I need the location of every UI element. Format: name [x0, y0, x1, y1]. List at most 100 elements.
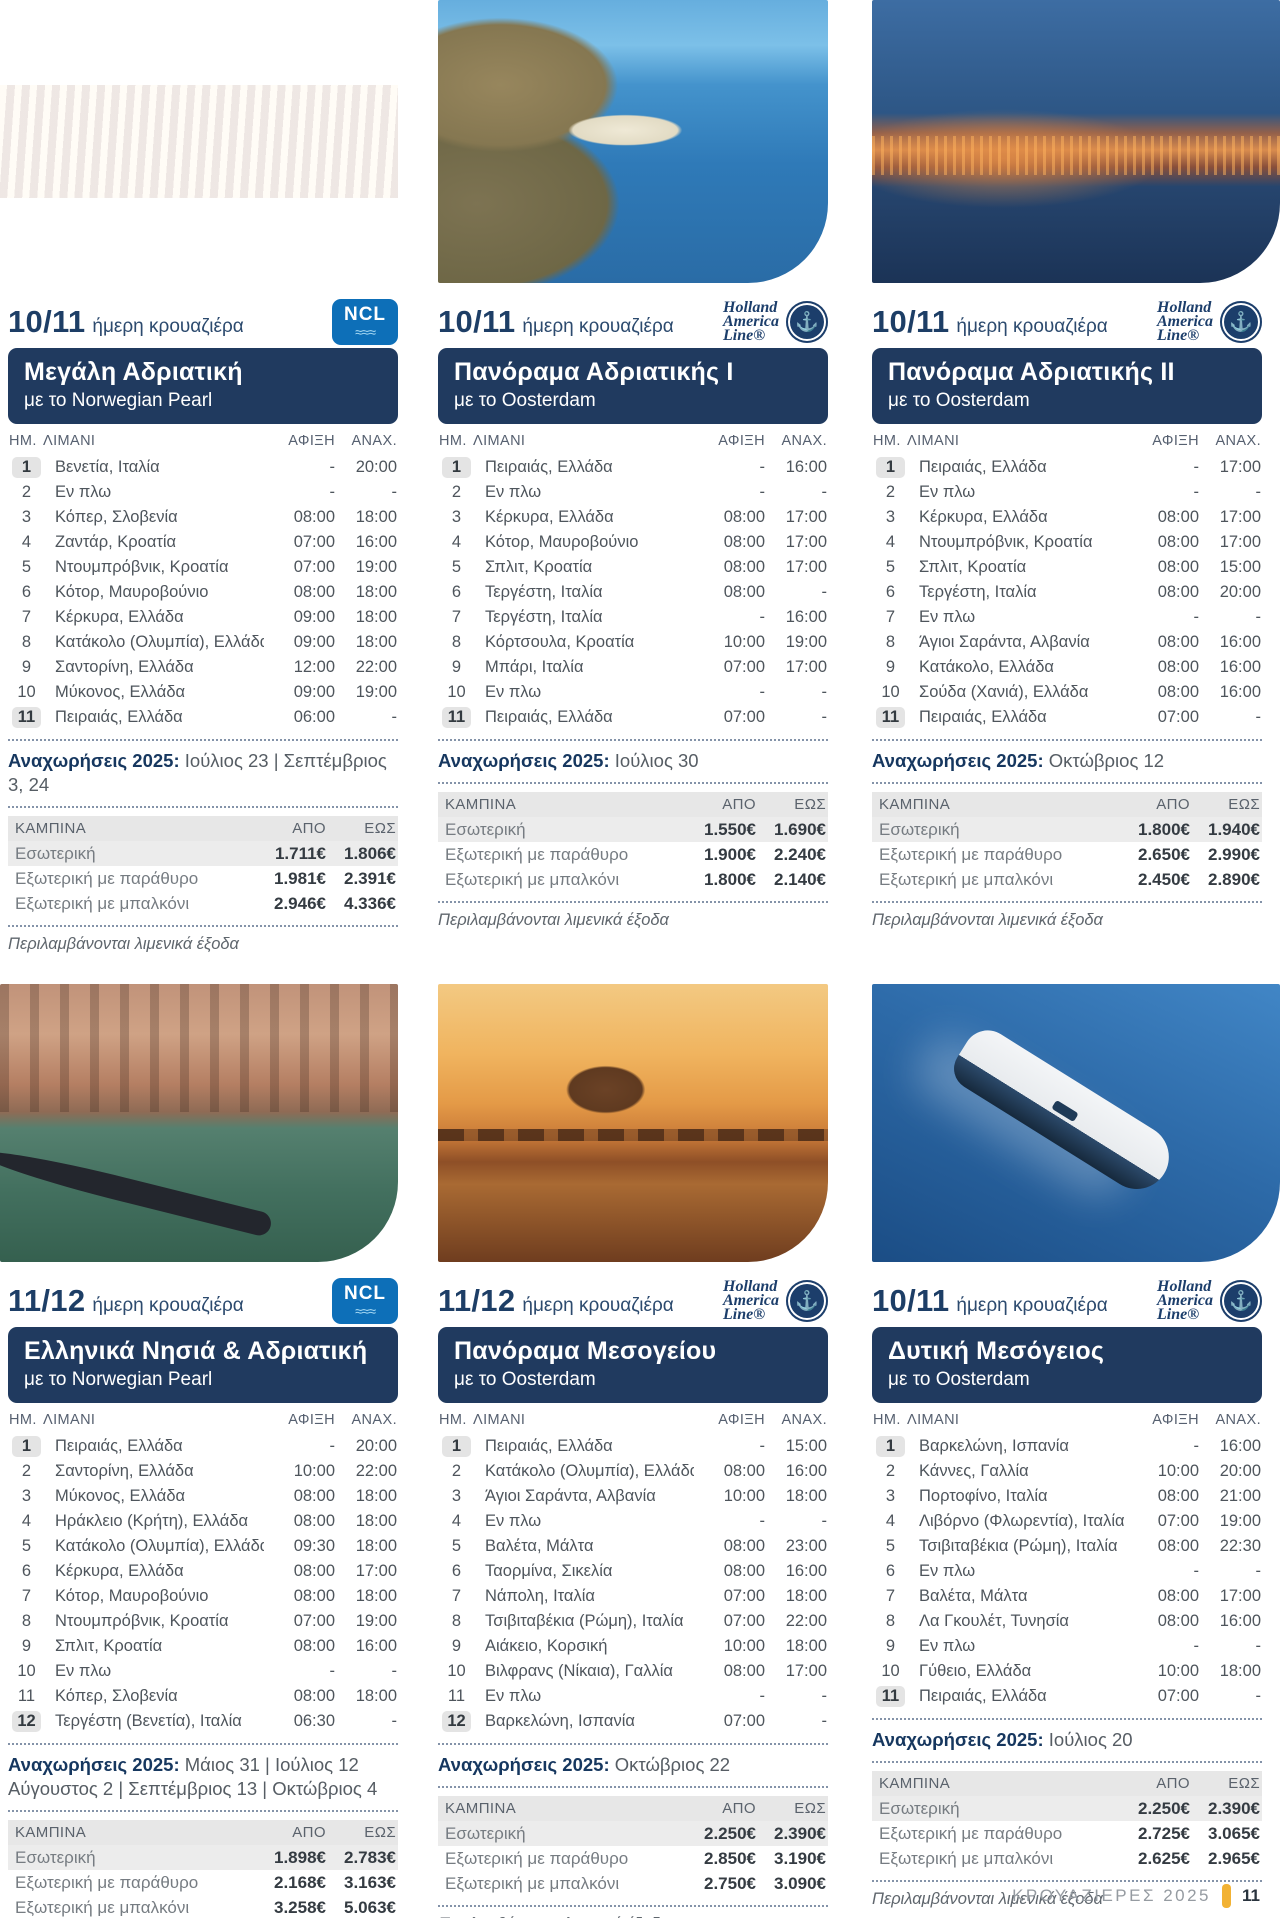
port-cell: Ταορμίνα, Σικελία: [485, 1562, 613, 1580]
day-cell: 1: [438, 455, 472, 480]
itinerary-row: 9 Μπάρι, Ιταλία 07:00 17:00: [438, 655, 828, 680]
itinerary-row: 9 Σπλιτ, Κροατία 08:00 16:00: [8, 1634, 398, 1659]
itinerary-table: ΗΜ. ΛΙΜΑΝΙ ΑΦΙΞΗ ΑΝΑΧ. 1 Πειραιάς, Ελλάδ…: [438, 1406, 828, 1734]
ship-name: με το Oosterdam: [888, 390, 1030, 411]
day-cell: 5: [451, 1537, 462, 1555]
day-cell: 6: [21, 583, 32, 601]
cabin-type-cell: Εξωτερική με μπαλκόνι: [15, 1897, 190, 1917]
itinerary-row: 7 Βαλέτα, Μάλτα 08:00 17:00: [872, 1584, 1262, 1609]
col-port: ΛΙΜΑΝΙ: [907, 1412, 960, 1428]
departure-cell: 18:00: [1219, 1662, 1261, 1680]
port-cell: Πειραιάς, Ελλάδα: [485, 1437, 613, 1455]
itinerary-row: 5 Τσιβιταβέκια (Ρώμη), Ιταλία 08:00 22:3…: [872, 1534, 1262, 1559]
duration-days: 11/12: [8, 1283, 86, 1318]
departure-cell: 19:00: [355, 1612, 397, 1630]
dotted-divider: [8, 806, 398, 808]
port-cell: Σπλιτ, Κροατία: [55, 1637, 163, 1655]
cruise-title: Πανόραμα Αδριατικής II: [888, 358, 1175, 386]
arrival-cell: -: [1193, 458, 1200, 476]
price-to-cell: 3.190€: [774, 1848, 826, 1868]
departure-cell: -: [1255, 1562, 1262, 1580]
departures-dates: Ιούλιος 20: [1048, 1729, 1133, 1750]
port-cell: Πειραιάς, Ελλάδα: [485, 458, 613, 476]
departure-cell: -: [821, 583, 828, 601]
departures-dates: Μάιος 31 | Ιούλιος 12 Αύγουστος 2 | Σεπτ…: [8, 1754, 378, 1799]
port-cell: Βαλέτα, Μάλτα: [919, 1587, 1028, 1605]
port-cell: Εν πλω: [919, 483, 976, 501]
itinerary-row: 4 Κότορ, Μαυροβούνιο 08:00 17:00: [438, 530, 828, 555]
departure-cell: 16:00: [355, 533, 397, 551]
col-price-to: ΕΩΣ: [328, 1820, 398, 1845]
duration-label: 10/11 ήμερη κρουαζιέρα: [872, 304, 1108, 340]
departure-cell: -: [1255, 1637, 1262, 1655]
dotted-divider: [438, 1743, 828, 1745]
price-to-cell: 1.940€: [1208, 819, 1260, 839]
departure-cell: 16:00: [355, 1637, 397, 1655]
day-cell: 4: [885, 533, 896, 551]
cruise-title-band: Ελληνικά Νησιά & Αδριατική με το Norwegi…: [8, 1327, 398, 1403]
col-port: ΛΙΜΑΝΙ: [473, 433, 526, 449]
arrival-cell: -: [1193, 1562, 1200, 1580]
departure-cell: 17:00: [785, 1662, 827, 1680]
arrival-cell: -: [329, 483, 336, 501]
departure-cell: 20:00: [1219, 1462, 1261, 1480]
itinerary-table: ΗΜ. ΛΙΜΑΝΙ ΑΦΙΞΗ ΑΝΑΧ. 1 Πειραιάς, Ελλάδ…: [8, 1406, 398, 1734]
port-cell: Βαλέτα, Μάλτα: [485, 1537, 594, 1555]
port-cell: Εν πλω: [485, 483, 542, 501]
departure-cell: 22:00: [355, 1462, 397, 1480]
cabin-row: Εξωτερική με παράθυρο 2.850€ 3.190€: [438, 1846, 828, 1871]
day-cell: 5: [451, 558, 462, 576]
departure-cell: -: [1255, 483, 1262, 501]
duration-label: 10/11 ήμερη κρουαζιέρα: [438, 304, 674, 340]
day-cell: 1: [8, 455, 42, 480]
cruise-card: 10/11 ήμερη κρουαζιέρα Holland America Lin…: [438, 0, 828, 930]
port-cell: Σπλιτ, Κροατία: [485, 558, 593, 576]
day-cell: 8: [885, 633, 896, 651]
departures-line: Αναχωρήσεις 2025: Ιούλιος 23 | Σεπτέμβρι…: [8, 749, 398, 797]
cabin-type-cell: Εξωτερική με παράθυρο: [15, 868, 199, 888]
port-cell: Κατάκολο (Ολυμπία), Ελλάδα: [55, 633, 264, 651]
departure-cell: 21:00: [1219, 1487, 1261, 1505]
port-cell: Τσιβιταβέκια (Ρώμη), Ιταλία: [919, 1537, 1118, 1555]
day-cell: 5: [21, 1537, 32, 1555]
day-cell: 8: [885, 1612, 896, 1630]
arrival-cell: -: [329, 458, 336, 476]
departure-cell: 20:00: [355, 458, 397, 476]
port-cell: Κάννες, Γαλλία: [919, 1462, 1029, 1480]
departure-cell: 22:00: [785, 1612, 827, 1630]
port-cell: Κότορ, Μαυροβούνιο: [55, 583, 209, 601]
arrival-cell: 12:00: [293, 658, 335, 676]
day-cell: 10: [447, 1662, 466, 1680]
cruise-title: Πανόραμα Μεσογείου: [454, 1337, 717, 1365]
cruise-card: 10/11 ήμερη κρουαζιέρα NCL ≈≈≈ Μεγάλη Αδ…: [0, 0, 398, 954]
departure-cell: 22:00: [355, 658, 397, 676]
dotted-divider: [438, 739, 828, 741]
port-cell: Πειραιάς, Ελλάδα: [919, 1687, 1047, 1705]
holland-america-logo-icon: Holland America Line® ⚓: [723, 300, 828, 344]
itinerary-row: 8 Λα Γκουλέτ, Τυνησία 08:00 16:00: [872, 1609, 1262, 1634]
arrival-cell: 07:00: [723, 708, 765, 726]
price-from-cell: 1.711€: [274, 843, 326, 863]
arrival-cell: -: [759, 1437, 766, 1455]
port-fees-note: Περιλαμβάνονται λιμενικά έξοδα: [438, 911, 669, 929]
price-to-cell: 5.063€: [344, 1897, 396, 1917]
itinerary-row: 2 Κάννες, Γαλλία 10:00 20:00: [872, 1459, 1262, 1484]
arrival-cell: 08:00: [1157, 683, 1199, 701]
itinerary-row: 8 Ντουμπρόβνικ, Κροατία 07:00 19:00: [8, 1609, 398, 1634]
port-cell: Αιάκειο, Κορσική: [485, 1637, 608, 1655]
port-cell: Τεργέστη, Ιταλία: [485, 608, 603, 626]
day-cell: 2: [885, 483, 896, 501]
price-to-cell: 1.806€: [344, 843, 396, 863]
itinerary-row: 12 Βαρκελώνη, Ισπανία 07:00 -: [438, 1709, 828, 1734]
port-cell: Εν πλω: [919, 1637, 976, 1655]
arrival-cell: 08:00: [1157, 508, 1199, 526]
hal-logo-text: Holland America Line®: [1157, 1278, 1213, 1323]
day-cell: 6: [21, 1562, 32, 1580]
departure-cell: 17:00: [785, 658, 827, 676]
port-cell: Άγιοι Σαράντα, Αλβανία: [919, 633, 1090, 651]
dotted-divider: [438, 901, 828, 903]
itinerary-row: 6 Κέρκυρα, Ελλάδα 08:00 17:00: [8, 1559, 398, 1584]
arrival-cell: 08:00: [1157, 633, 1199, 651]
departure-cell: 17:00: [355, 1562, 397, 1580]
price-to-cell: 2.890€: [1208, 869, 1260, 889]
